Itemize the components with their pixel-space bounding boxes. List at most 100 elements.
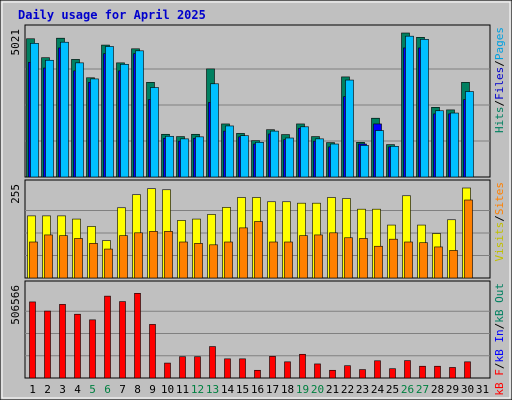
bar-kb-f-day-8 — [134, 293, 141, 379]
bar-kb-f-day-1 — [29, 301, 36, 379]
bar-sites-day-28 — [434, 246, 443, 279]
bar-pages-day-10 — [165, 135, 174, 178]
day-label-30: 30 — [461, 383, 474, 396]
bar-sites-day-26 — [404, 241, 413, 279]
bar-sites-day-6 — [104, 248, 113, 279]
bar-kb-f-day-11 — [179, 356, 186, 379]
day-label-1: 1 — [29, 383, 36, 396]
bar-kb-f-day-21 — [329, 369, 336, 379]
bar-sites-day-21 — [329, 232, 338, 279]
bar-sites-day-1 — [29, 241, 38, 279]
bar-sites-day-22 — [344, 237, 353, 279]
bar-pages-day-6 — [105, 46, 114, 178]
bar-sites-day-3 — [59, 235, 68, 279]
panel-hits-legend: Hits/Files/Pages — [493, 27, 506, 133]
day-label-8: 8 — [134, 383, 141, 396]
bar-sites-day-30 — [464, 199, 473, 279]
day-label-22: 22 — [341, 383, 354, 396]
bar-pages-day-29 — [450, 112, 459, 178]
day-label-9: 9 — [149, 383, 156, 396]
chart-title: Daily usage for April 2025 — [18, 8, 206, 22]
bar-kb-f-day-10 — [164, 362, 171, 379]
bar-pages-day-30 — [465, 91, 474, 178]
bar-sites-day-29 — [449, 250, 458, 279]
day-label-3: 3 — [59, 383, 66, 396]
legend-entry: / — [493, 100, 506, 107]
bar-pages-day-15 — [240, 135, 249, 178]
day-label-12: 12 — [191, 383, 204, 396]
bar-pages-day-1 — [30, 43, 39, 178]
legend-entry: Hits — [493, 107, 506, 134]
chart-panels: 5021Hits/Files/Pages255Visits/Sites50656… — [9, 24, 506, 396]
bar-kb-f-day-6 — [104, 295, 111, 379]
bar-sites-day-17 — [269, 241, 278, 279]
bar-sites-day-16 — [254, 221, 263, 279]
day-label-19: 19 — [296, 383, 309, 396]
bar-pages-day-27 — [420, 39, 429, 178]
day-label-21: 21 — [326, 383, 339, 396]
day-label-28: 28 — [431, 383, 444, 396]
bar-kb-f-day-30 — [464, 361, 471, 379]
day-label-31: 31 — [476, 383, 489, 396]
legend-entry: Files — [493, 67, 506, 100]
bar-sites-day-24 — [374, 245, 383, 279]
bar-pages-day-28 — [435, 110, 444, 178]
bar-sites-day-15 — [239, 227, 248, 279]
bar-kb-f-day-2 — [44, 310, 51, 379]
bar-pages-day-12 — [195, 136, 204, 178]
bar-sites-day-14 — [224, 241, 233, 279]
day-label-11: 11 — [176, 383, 189, 396]
bar-sites-day-19 — [299, 235, 308, 279]
bar-pages-day-11 — [180, 138, 189, 178]
bar-sites-day-27 — [419, 242, 428, 279]
panel-kbytes-max-label: 506566 — [9, 285, 22, 325]
bar-kb-f-day-12 — [194, 356, 201, 379]
bar-kb-f-day-26 — [404, 360, 411, 379]
bar-sites-day-2 — [44, 234, 53, 279]
bar-kb-f-day-16 — [254, 369, 261, 379]
panel-kbytes-plot-area — [24, 280, 491, 379]
bar-pages-day-16 — [255, 142, 264, 178]
panel-visits-legend: Visits/Sites — [493, 182, 506, 262]
panel-kbytes-legend: kB F/kB In/kB Out — [493, 283, 506, 396]
bar-pages-day-25 — [390, 146, 399, 178]
panel-hits-max-label: 5021 — [9, 29, 22, 56]
day-label-14: 14 — [221, 383, 235, 396]
panel-visits-max-label: 255 — [9, 184, 22, 204]
bar-kb-f-day-7 — [119, 301, 126, 379]
bar-kb-f-day-4 — [74, 313, 81, 379]
bar-pages-day-4 — [75, 62, 84, 178]
legend-entry: / — [493, 60, 506, 67]
bar-sites-day-7 — [119, 235, 128, 279]
day-label-5: 5 — [89, 383, 96, 396]
bar-kb-f-day-29 — [449, 367, 456, 379]
day-label-26: 26 — [401, 383, 414, 396]
day-label-7: 7 — [119, 383, 126, 396]
legend-entry: Visits — [493, 222, 506, 262]
panel-kbytes: 506566 kB F/kB In/kB Out — [9, 280, 506, 396]
day-label-10: 10 — [161, 383, 174, 396]
bar-pages-day-7 — [120, 63, 129, 178]
legend-entry: Sites — [493, 182, 506, 215]
day-label-2: 2 — [44, 383, 51, 396]
bar-kb-f-day-3 — [59, 304, 66, 379]
legend-entry: / — [493, 323, 506, 330]
bar-kb-f-day-5 — [89, 319, 96, 379]
day-label-6: 6 — [104, 383, 111, 396]
bar-pages-day-8 — [135, 50, 144, 178]
bar-kb-f-day-22 — [344, 365, 351, 379]
bar-pages-day-23 — [360, 145, 369, 178]
bar-pages-day-22 — [345, 79, 354, 178]
bar-kb-f-day-17 — [269, 356, 276, 379]
day-labels: 1 2 3 4 5 6 7 8 9 10 11 12 13 14 15 16 17 18 19 20 21 22 23 24 2… — [29, 383, 489, 396]
bar-pages-day-5 — [90, 78, 99, 178]
day-label-17: 17 — [266, 383, 279, 396]
bar-kb-f-day-15 — [239, 358, 246, 379]
bar-kb-f-day-27 — [419, 365, 426, 379]
bar-kb-f-day-20 — [314, 363, 321, 379]
day-label-18: 18 — [281, 383, 294, 396]
day-label-20: 20 — [311, 383, 324, 396]
legend-entry: kB In — [493, 329, 506, 362]
bar-pages-day-21 — [330, 143, 339, 178]
